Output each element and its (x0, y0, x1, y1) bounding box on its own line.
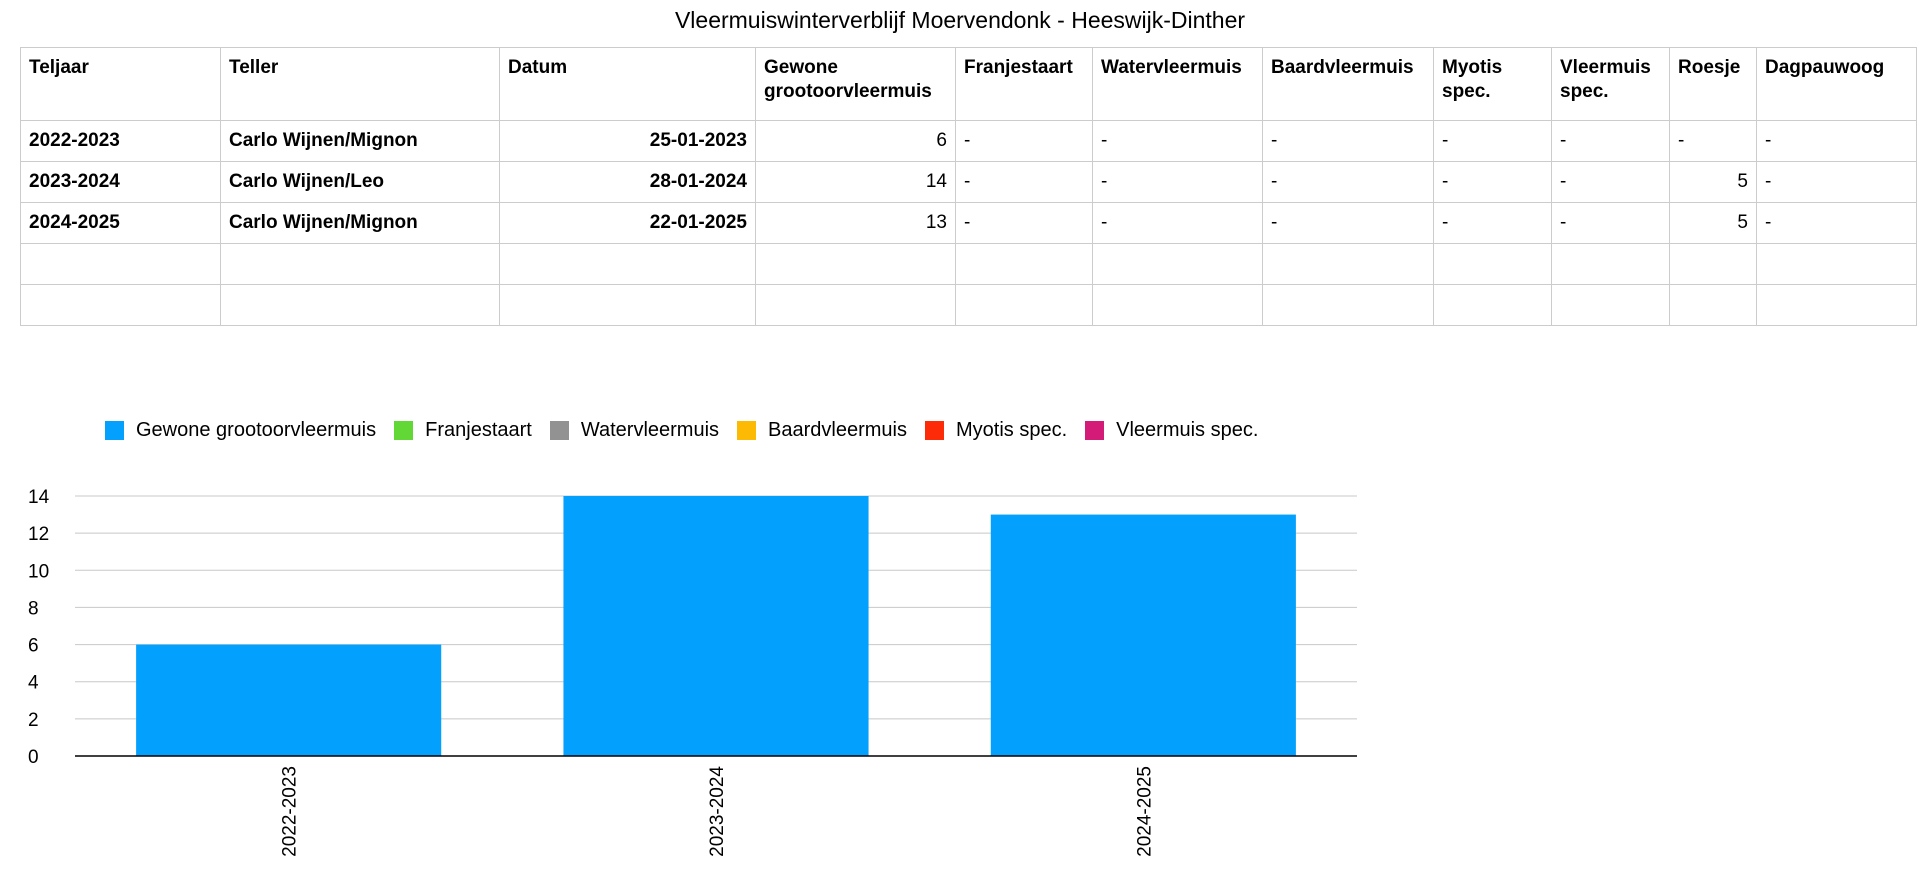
y-tick-label: 14 (28, 487, 50, 508)
cell-teller: Carlo Wijnen/Leo (220, 161, 500, 203)
header-teller: Teller (220, 47, 500, 121)
table-row: 2022-2023 Carlo Wijnen/Mignon 25-01-2023… (20, 120, 1917, 162)
cell-watervleermuis: - (1092, 202, 1263, 244)
legend-label: Franjestaart (425, 418, 532, 441)
cell-teljaar: 2022-2023 (20, 120, 221, 162)
chart-legend: Gewone grootoorvleermuis Franjestaart Wa… (105, 418, 1276, 442)
y-tick-label: 8 (28, 598, 39, 619)
bar (136, 644, 442, 756)
header-roesje: Roesje (1669, 47, 1757, 121)
cell-franjestaart: - (955, 161, 1093, 203)
legend-swatch (737, 420, 757, 440)
legend-item: Gewone grootoorvleermuis (105, 419, 376, 442)
page-title: Vleermuiswinterverblijf Moervendonk - He… (674, 7, 1246, 33)
cell-watervleermuis: - (1092, 120, 1263, 162)
cell-baardvleermuis: - (1262, 202, 1434, 244)
table-row-empty (20, 243, 1917, 285)
cell-myotis-spec: - (1433, 202, 1552, 244)
header-watervleermuis: Watervleermuis (1092, 47, 1263, 121)
legend-item: Baardvleermuis (737, 419, 907, 442)
cell-myotis-spec: - (1433, 161, 1552, 203)
header-myotis-spec: Myotis spec. (1433, 47, 1552, 121)
cell-vleermuis-spec: - (1551, 120, 1670, 162)
cell-teljaar: 2023-2024 (20, 161, 221, 203)
table-row: 2024-2025 Carlo Wijnen/Mignon 22-01-2025… (20, 202, 1917, 244)
cell-baardvleermuis: - (1262, 120, 1434, 162)
header-gewone-grootoorvleermuis: Gewone grootoorvleermuis (755, 47, 956, 121)
legend-item: Vleermuis spec. (1085, 419, 1258, 442)
cell-roesje: - (1669, 120, 1757, 162)
legend-swatch (1085, 420, 1105, 440)
cell-gewone-grootoorvleermuis: 13 (755, 202, 956, 244)
y-tick-label: 6 (28, 636, 39, 657)
legend-swatch (105, 420, 124, 440)
cell-gewone-grootoorvleermuis: 6 (755, 120, 956, 162)
legend-label: Watervleermuis (580, 418, 720, 441)
bar (563, 496, 869, 756)
cell-datum: 28-01-2024 (499, 161, 756, 203)
bar (990, 514, 1296, 756)
x-tick-label: 2022-2023 (280, 766, 301, 857)
cell-vleermuis-spec: - (1551, 202, 1670, 244)
cell-datum: 22-01-2025 (499, 202, 756, 244)
cell-watervleermuis: - (1092, 161, 1263, 203)
cell-dagpauwoog: - (1756, 120, 1917, 162)
legend-label: Gewone grootoorvleermuis (136, 418, 377, 441)
legend-label: Vleermuis spec. (1116, 418, 1259, 441)
table-header-row: Teljaar Teller Datum Gewone grootoorvlee… (20, 47, 1917, 121)
header-teljaar: Teljaar (20, 47, 221, 121)
y-tick-label: 2 (28, 710, 39, 731)
cell-teller: Carlo Wijnen/Mignon (220, 120, 500, 162)
header-dagpauwoog: Dagpauwoog (1756, 47, 1917, 121)
cell-dagpauwoog: - (1756, 202, 1917, 244)
cell-franjestaart: - (955, 202, 1093, 244)
cell-baardvleermuis: - (1262, 161, 1434, 203)
legend-item: Myotis spec. (924, 418, 1068, 442)
header-datum: Datum (499, 47, 756, 121)
table-row-empty (20, 284, 1917, 326)
cell-teljaar: 2024-2025 (20, 202, 221, 244)
cell-vleermuis-spec: - (1551, 161, 1670, 203)
legend-item: Watervleermuis (549, 418, 720, 442)
legend-item: Franjestaart (394, 419, 532, 442)
y-tick-label: 12 (28, 524, 49, 545)
y-tick-label: 0 (28, 747, 39, 768)
x-tick-label: 2023-2024 (707, 766, 728, 857)
cell-roesje: 5 (1669, 202, 1757, 244)
legend-swatch (394, 420, 414, 440)
y-tick-label: 4 (28, 673, 39, 694)
header-baardvleermuis: Baardvleermuis (1262, 47, 1434, 121)
legend-swatch (549, 420, 569, 440)
cell-myotis-spec: - (1433, 120, 1552, 162)
cell-franjestaart: - (955, 120, 1093, 162)
table-row: 2023-2024 Carlo Wijnen/Leo 28-01-2024 14… (20, 161, 1917, 203)
y-tick-label: 10 (28, 561, 49, 582)
bar-chart: 0 2 4 6 8 10 12 14 2022-2023 2023-2024 2024-2025 (28, 487, 1357, 857)
cell-dagpauwoog: - (1756, 161, 1917, 203)
legend-label: Myotis spec. (955, 418, 1068, 441)
cell-gewone-grootoorvleermuis: 14 (755, 161, 956, 203)
legend-label: Baardvleermuis (768, 418, 907, 441)
count-table: Teljaar Teller Datum Gewone grootoorvlee… (20, 47, 1917, 326)
cell-teller: Carlo Wijnen/Mignon (220, 202, 500, 244)
cell-roesje: 5 (1669, 161, 1757, 203)
legend-swatch (924, 420, 944, 440)
header-vleermuis-spec: Vleermuis spec. (1551, 47, 1670, 121)
cell-datum: 25-01-2023 (499, 120, 756, 162)
x-tick-label: 2024-2025 (1134, 766, 1155, 857)
header-franjestaart: Franjestaart (955, 47, 1093, 121)
